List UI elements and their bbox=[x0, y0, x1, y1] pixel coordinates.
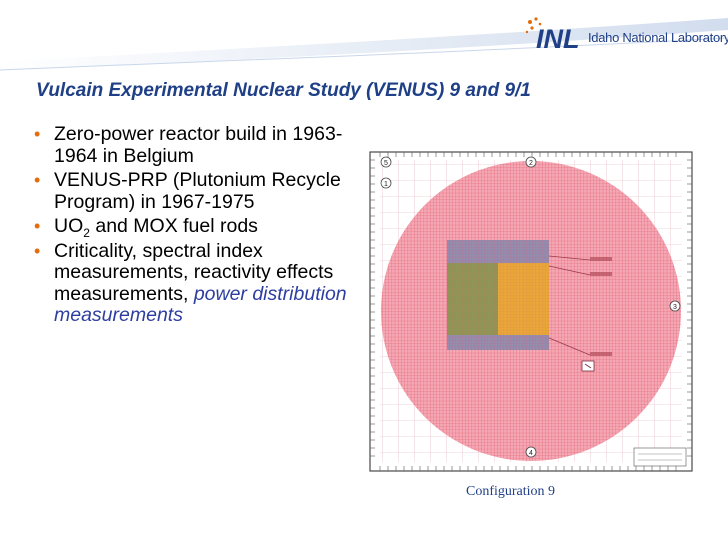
edge-label-circle bbox=[525, 446, 537, 458]
bullet-item: • Zero-power reactor build in 1963-1964 … bbox=[34, 123, 364, 167]
legend-box bbox=[633, 447, 687, 467]
slide-title: Vulcain Experimental Nuclear Study (VENU… bbox=[36, 80, 531, 101]
figure-caption: Configuration 9 bbox=[466, 484, 556, 499]
pointer-label bbox=[590, 352, 612, 356]
bullet-item: • VENUS-PRP (Plutonium Recycle Program) … bbox=[34, 169, 364, 213]
logo-letters: INL bbox=[536, 24, 580, 54]
bullet-text: Zero-power reactor build in 1963-1964 in… bbox=[54, 123, 343, 167]
bullet-dot-icon: • bbox=[34, 216, 41, 236]
edge-label: 3 bbox=[673, 304, 677, 311]
edge-label-circle bbox=[380, 177, 392, 189]
zone-grid bbox=[447, 263, 549, 335]
bullet-list: • Zero-power reactor build in 1963-1964 … bbox=[34, 123, 364, 330]
bullet-highlight: power distribution measurements bbox=[54, 282, 347, 326]
bullet-text: VENUS-PRP (Plutonium Recycle Program) in… bbox=[54, 169, 341, 213]
edge-label: 2 bbox=[529, 160, 533, 167]
bullet-text: Criticality, spectral index measurements… bbox=[54, 239, 334, 305]
edge-label-circle bbox=[380, 156, 392, 168]
bullet-item: • Criticality, spectral index measuremen… bbox=[34, 239, 364, 327]
pointer-line bbox=[548, 255, 591, 261]
pointer-label bbox=[590, 272, 612, 276]
edge-label-circle bbox=[525, 156, 537, 168]
bullet-dot-icon: • bbox=[34, 170, 41, 190]
inl-logo-mark-icon: INL bbox=[525, 17, 580, 54]
pointer-line bbox=[548, 265, 591, 276]
bullet-item: • UO2 and MOX fuel rods bbox=[34, 215, 364, 240]
pointer-line bbox=[548, 337, 591, 356]
bullet-dot-icon: • bbox=[34, 124, 41, 144]
inl-logo: INL Idaho National Laboratory bbox=[522, 14, 728, 54]
detector-mark bbox=[584, 363, 592, 369]
core-configuration-figure: 5 1 2 3 4 bbox=[369, 151, 693, 472]
pointer-label bbox=[590, 257, 612, 261]
bullet-text-sub: 2 bbox=[83, 225, 90, 240]
bullet-dot-icon: • bbox=[34, 240, 41, 261]
edge-label: 4 bbox=[529, 450, 533, 457]
edge-label: 5 bbox=[384, 160, 388, 167]
bullet-text-pre: UO bbox=[54, 215, 84, 237]
bullet-text-post: and MOX fuel rods bbox=[89, 215, 258, 237]
edge-label-circle bbox=[669, 300, 681, 312]
edge-label: 1 bbox=[384, 181, 388, 188]
header-swoosh bbox=[0, 18, 728, 71]
org-name: Idaho National Laboratory bbox=[588, 30, 728, 45]
